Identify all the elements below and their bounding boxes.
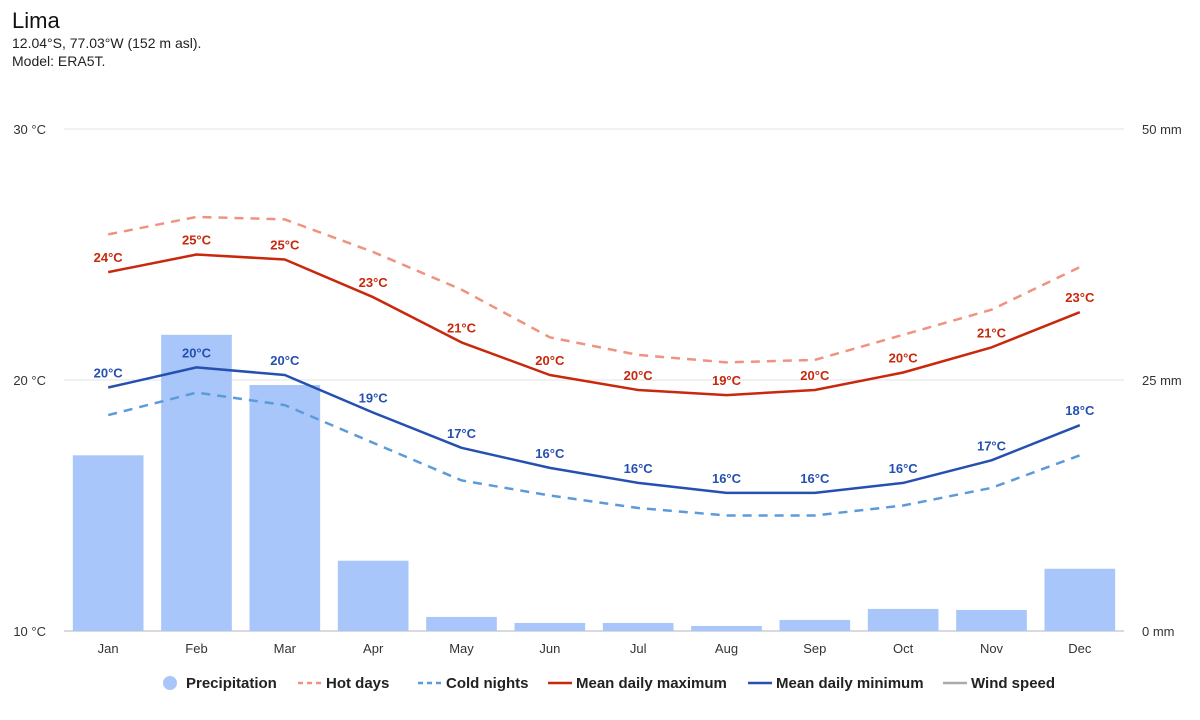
min-data-label: 18°C: [1065, 403, 1095, 418]
precipitation-bar: [867, 608, 939, 631]
min-data-label: 20°C: [182, 345, 212, 360]
precipitation-bar: [602, 622, 674, 631]
legend-label: Wind speed: [971, 675, 1055, 692]
legend-item-precip[interactable]: Precipitation: [163, 675, 277, 692]
max-data-label: 20°C: [535, 353, 565, 368]
y-left-tick-label: 10 °C: [13, 624, 46, 639]
cold-line: [107, 391, 1081, 517]
min-data-label: 17°C: [447, 426, 477, 441]
max-line: [107, 253, 1081, 397]
x-category-label: Aug: [715, 641, 738, 656]
legend-item-cold[interactable]: Cold nights: [418, 675, 529, 692]
x-category-label: Jun: [539, 641, 560, 656]
max-data-label: 23°C: [359, 275, 389, 290]
legend-marker: [163, 676, 177, 690]
max-data-label: 20°C: [800, 368, 830, 383]
precipitation-bar: [956, 609, 1027, 631]
x-category-label: Feb: [185, 641, 207, 656]
y-right-tick-label: 0 mm: [1142, 624, 1175, 639]
max-data-label: 20°C: [624, 368, 654, 383]
min-data-label: 16°C: [889, 461, 919, 476]
x-category-label: Nov: [980, 641, 1004, 656]
y-left-tick-label: 20 °C: [13, 373, 46, 388]
legend-label: Precipitation: [186, 675, 277, 692]
x-category-label: May: [449, 641, 474, 656]
x-category-label: Dec: [1068, 641, 1092, 656]
max-data-label: 25°C: [270, 238, 300, 253]
max-data-label: 24°C: [94, 250, 124, 265]
max-data-label: 20°C: [889, 350, 919, 365]
min-line: [107, 366, 1081, 495]
min-data-label: 17°C: [977, 438, 1007, 453]
precipitation-bars: [72, 334, 1116, 631]
precipitation-bar: [72, 455, 144, 631]
min-data-label: 20°C: [94, 366, 124, 381]
x-category-label: Apr: [363, 641, 384, 656]
hot-line: [107, 215, 1081, 364]
location-coordinates: 12.04°S, 77.03°W (152 m asl).: [12, 35, 202, 51]
precipitation-bar: [337, 560, 409, 631]
precipitation-bar: [249, 385, 321, 631]
legend-label: Cold nights: [446, 675, 529, 692]
min-data-label: 19°C: [359, 391, 389, 406]
data-labels: 24°C 25°C 25°C 23°C 21°C 20°C 20°C 19°C 20°C 20°C…: [94, 233, 1095, 486]
y-left-tick-label: 30 °C: [13, 122, 46, 137]
y-right-tick-label: 50 mm: [1142, 122, 1182, 137]
temperature-lines: [107, 215, 1081, 517]
legend: Precipitation Hot days Cold nights Mean dai…: [163, 675, 1055, 692]
max-data-label: 25°C: [182, 233, 212, 248]
location-title: Lima: [12, 8, 60, 33]
precipitation-bar: [161, 334, 232, 631]
precipitation-bar: [514, 622, 586, 631]
x-category-label: Oct: [893, 641, 914, 656]
max-data-label: 21°C: [977, 325, 1007, 340]
precipitation-bar: [779, 619, 851, 631]
x-category-label: Jul: [630, 641, 647, 656]
max-data-label: 23°C: [1065, 290, 1095, 305]
legend-item-max[interactable]: Mean daily maximum: [548, 675, 727, 692]
model-label: Model: ERA5T.: [12, 53, 106, 69]
min-data-label: 16°C: [712, 471, 742, 486]
chart-header: Lima 12.04°S, 77.03°W (152 m asl). Model…: [12, 8, 201, 70]
legend-label: Hot days: [326, 675, 389, 692]
legend-item-wind[interactable]: Wind speed: [943, 675, 1055, 692]
legend-item-hot[interactable]: Hot days: [298, 675, 389, 692]
x-category-label: Jan: [98, 641, 119, 656]
precipitation-bar: [1044, 568, 1116, 631]
min-data-label: 16°C: [624, 461, 654, 476]
precipitation-bar: [691, 625, 762, 631]
min-data-label: 16°C: [535, 446, 565, 461]
max-data-label: 19°C: [712, 373, 742, 388]
legend-label: Mean daily minimum: [776, 675, 924, 692]
x-category-label: Mar: [274, 641, 297, 656]
y-right-tick-label: 25 mm: [1142, 373, 1182, 388]
min-data-label: 16°C: [800, 471, 830, 486]
min-data-label: 20°C: [270, 353, 300, 368]
legend-label: Mean daily maximum: [576, 675, 727, 692]
legend-item-min[interactable]: Mean daily minimum: [748, 675, 924, 692]
grid-lines: [64, 128, 1124, 632]
max-data-label: 21°C: [447, 320, 477, 335]
axis-labels: 10 °C 20 °C 30 °C 0 mm 25 mm 50 mm Jan Feb Mar Ap…: [13, 122, 1181, 656]
precipitation-bar: [426, 616, 497, 631]
x-category-label: Sep: [803, 641, 826, 656]
